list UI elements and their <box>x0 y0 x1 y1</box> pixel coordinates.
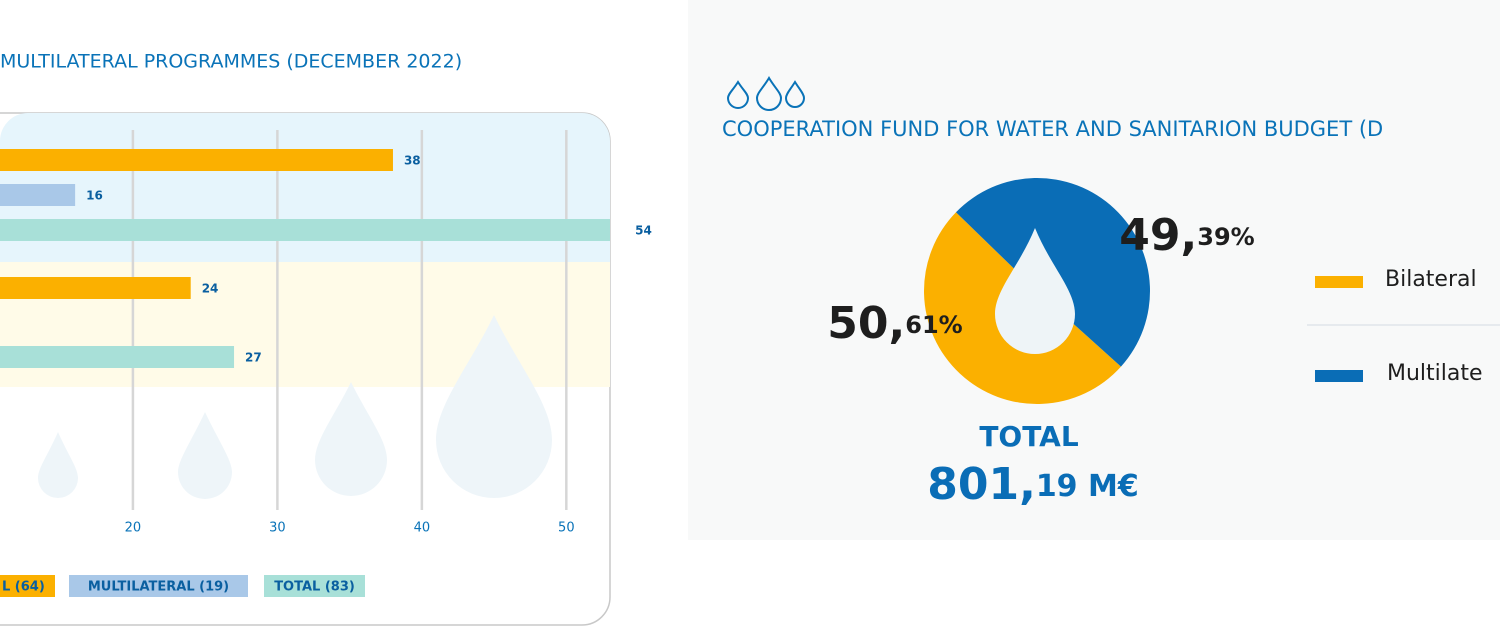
bar-plot <box>0 113 610 510</box>
x-tick-label: 30 <box>269 521 286 536</box>
pie-value-label: 49,39% <box>1119 210 1254 261</box>
total-value: 801,19 M€ <box>927 459 1138 510</box>
drop-decoration <box>178 412 232 499</box>
drop-decoration <box>436 315 552 498</box>
bar <box>0 184 76 206</box>
legend-swatch <box>1315 370 1363 382</box>
x-tick-label: 20 <box>125 521 142 536</box>
bar-title: MULTILATERAL PROGRAMMES (DECEMBER 2022) <box>0 51 462 73</box>
legend-label: MULTILATERAL (19) <box>88 580 229 595</box>
bar-value-label: 27 <box>245 351 262 365</box>
bar <box>0 277 191 299</box>
drop-decoration <box>38 432 78 498</box>
pie-value-label: 50,61% <box>827 298 962 349</box>
bar-value-label: 24 <box>202 282 219 296</box>
legend-swatch <box>0 575 55 597</box>
drop-decoration <box>995 228 1075 354</box>
legend-label: Bilateral <box>1385 267 1477 292</box>
pie-title: COOPERATION FUND FOR WATER AND SANITARIO… <box>722 117 1383 141</box>
drop-decoration <box>315 382 387 496</box>
bar-value-label: 54 <box>635 224 652 238</box>
legend-label: Multilate <box>1387 361 1483 386</box>
legend-swatch <box>1315 276 1363 288</box>
total-label: TOTAL <box>979 420 1078 453</box>
bar <box>0 219 610 241</box>
bar-value-label: 38 <box>404 154 421 168</box>
bar <box>0 346 235 368</box>
drop-icon <box>784 80 806 108</box>
legend-swatch <box>264 575 365 597</box>
bar <box>0 149 393 171</box>
legend-label: TOTAL (83) <box>274 580 355 595</box>
x-tick-label: 50 <box>558 521 575 536</box>
legend-swatch <box>69 575 248 597</box>
drop-icon <box>755 76 783 111</box>
drop-icon <box>726 80 750 109</box>
legend-label: L (64) <box>2 580 45 595</box>
x-tick-label: 40 <box>414 521 431 536</box>
bar-value-label: 16 <box>86 189 103 203</box>
